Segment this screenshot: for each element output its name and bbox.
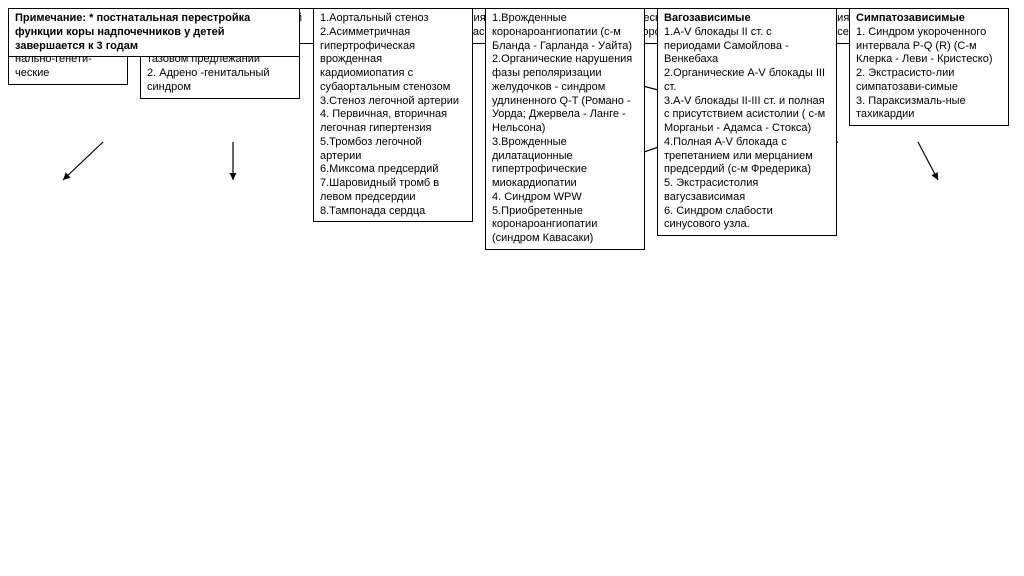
items-sympath: 1. Синдром укороченного интервала P-Q (R…	[856, 26, 993, 121]
node-sympath: Симпатозависимые 1. Синдром укороченного…	[849, 8, 1009, 126]
node-vagal: Вагозависимые 1.A-V блокады II ст. с пер…	[657, 8, 837, 236]
node-note: Примечание: * постнатальная перестройка …	[8, 8, 300, 57]
node-aortic: 1.Аортальный стеноз 2.Асимметричная гипе…	[313, 8, 473, 222]
flowchart-canvas: Сосудистые Факторы риска Сердечные Новор…	[8, 8, 1016, 568]
title-sympath: Симпатозависимые	[856, 12, 965, 24]
items-vagal: 1.A-V блокады II ст. с периодами Самойло…	[664, 26, 825, 231]
title-vagal: Вагозависимые	[664, 12, 751, 24]
node-congenital: 1.Врожденные коронароангиопатии (с-м Бла…	[485, 8, 645, 250]
